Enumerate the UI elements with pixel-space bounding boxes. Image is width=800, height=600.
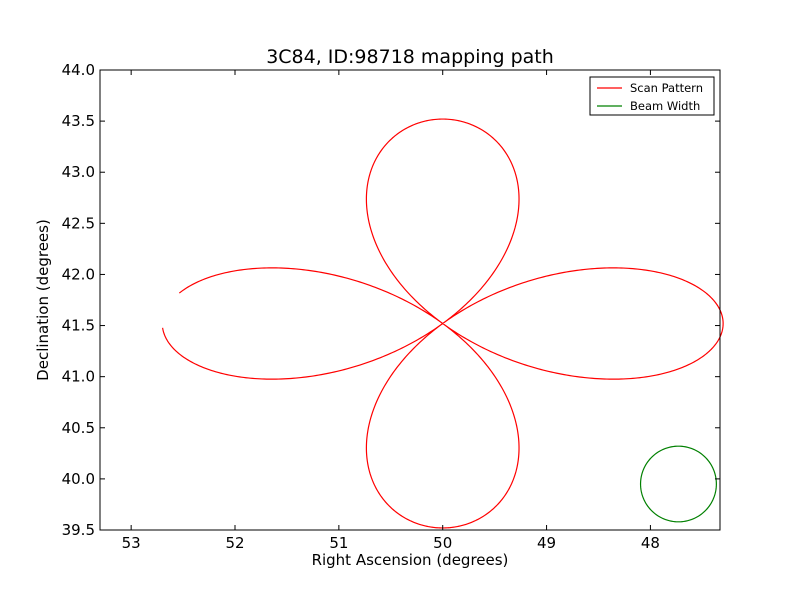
y-tick-label: 43.0 [62,163,95,181]
y-axis-title: Declination (degrees) [34,219,52,381]
y-tick-label: 39.5 [62,521,95,539]
plot-background [100,70,720,530]
chart-title: 3C84, ID:98718 mapping path [266,46,554,68]
x-tick-label: 53 [122,534,141,552]
beam-width-series-line [639,445,717,523]
x-tick-label: 49 [537,534,556,552]
y-tick-label: 42.5 [62,214,95,232]
plot-frame [99,69,721,531]
y-tick-label: 40.0 [62,470,95,488]
x-tick-label: 48 [641,534,660,552]
x-tick-labels: 53 52 51 50 49 48 [122,534,660,552]
y-tick-label: 41.5 [62,317,95,335]
y-tick-label: 44.0 [62,61,95,79]
plot-area [99,69,724,531]
legend-box [589,76,715,116]
legend: Scan Pattern Beam Width [589,76,715,116]
y-tick-labels: 39.5 40.0 40.5 41.0 41.5 42.0 42.5 43.0 43.5 44.0 [62,61,95,539]
legend-scan-pattern-label: Scan Pattern [630,81,703,95]
x-tick-label: 52 [225,534,244,552]
y-tick-label: 42.0 [62,265,95,283]
x-tick-label: 50 [433,534,452,552]
x-tick-label: 51 [329,534,348,552]
y-tick-label: 41.0 [62,368,95,386]
y-tick-label: 40.5 [62,419,95,437]
x-axis-title: Right Ascension (degrees) [312,551,509,569]
ticks-layer [100,69,720,531]
y-tick-label: 43.5 [62,112,95,130]
legend-beam-width-label: Beam Width [630,99,700,113]
